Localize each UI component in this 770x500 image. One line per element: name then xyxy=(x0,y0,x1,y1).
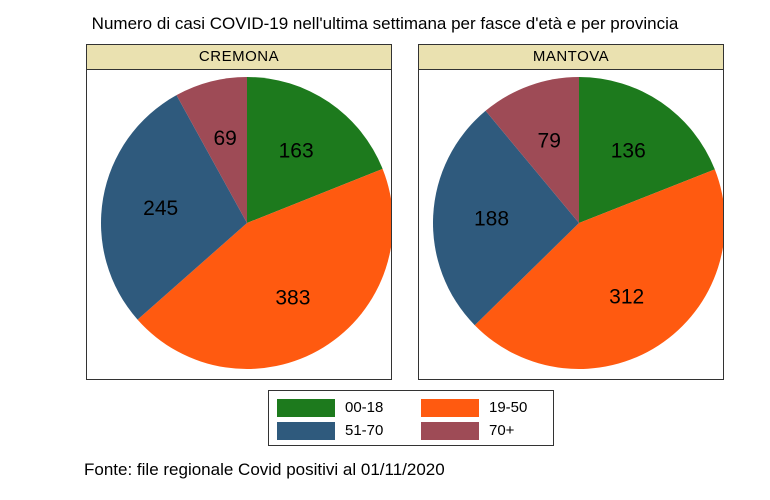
pie-slice-00-18 xyxy=(579,77,715,223)
legend-label: 70+ xyxy=(489,422,515,439)
pie-slice-51-70 xyxy=(433,110,579,326)
pie-slice-19-50 xyxy=(474,169,723,369)
legend-label: 00-18 xyxy=(345,399,384,416)
slice-value-label: 69 xyxy=(213,127,236,150)
pie-slice-51-70 xyxy=(101,95,247,320)
slice-value-label: 136 xyxy=(611,140,646,163)
pie-panel-mantova: MANTOVA 136 312 188 79 xyxy=(418,44,724,380)
slice-value-label: 245 xyxy=(143,197,178,220)
pie-slice-70-plus xyxy=(176,77,247,223)
legend-swatch xyxy=(277,399,335,418)
chart-title: Numero di casi COVID-19 nell'ultima sett… xyxy=(91,14,679,33)
slice-value-label: 312 xyxy=(609,285,644,308)
pie-slice-00-18 xyxy=(247,77,383,223)
legend-item-00-18: 00-18 xyxy=(277,398,383,418)
legend-label: 19-50 xyxy=(489,399,528,416)
pie-chart-cremona: 163 383 245 69 xyxy=(101,77,391,369)
slice-value-label: 383 xyxy=(275,287,310,310)
legend-item-70-plus: 70+ xyxy=(421,421,514,441)
panel-header-mantova: MANTOVA xyxy=(419,45,723,70)
slice-value-label: 188 xyxy=(474,208,509,231)
panel-header-cremona: CREMONA xyxy=(87,45,391,70)
pie-chart-mantova: 136 312 188 79 xyxy=(433,77,723,369)
legend-item-51-70: 51-70 xyxy=(277,421,383,441)
slice-value-label: 163 xyxy=(279,139,314,162)
pie-slice-19-50 xyxy=(137,168,391,369)
pie-slice-70-plus xyxy=(485,77,579,223)
source-note: Fonte: file regionale Covid positivi al … xyxy=(84,460,445,479)
legend: 00-18 19-50 51-70 70+ xyxy=(268,390,554,446)
legend-swatch xyxy=(277,422,335,441)
legend-label: 51-70 xyxy=(345,422,384,439)
pie-panel-cremona: CREMONA 163 383 245 69 xyxy=(86,44,392,380)
legend-swatch xyxy=(421,399,479,418)
legend-swatch xyxy=(421,422,479,441)
legend-item-19-50: 19-50 xyxy=(421,398,527,418)
slice-value-label: 79 xyxy=(538,130,561,153)
